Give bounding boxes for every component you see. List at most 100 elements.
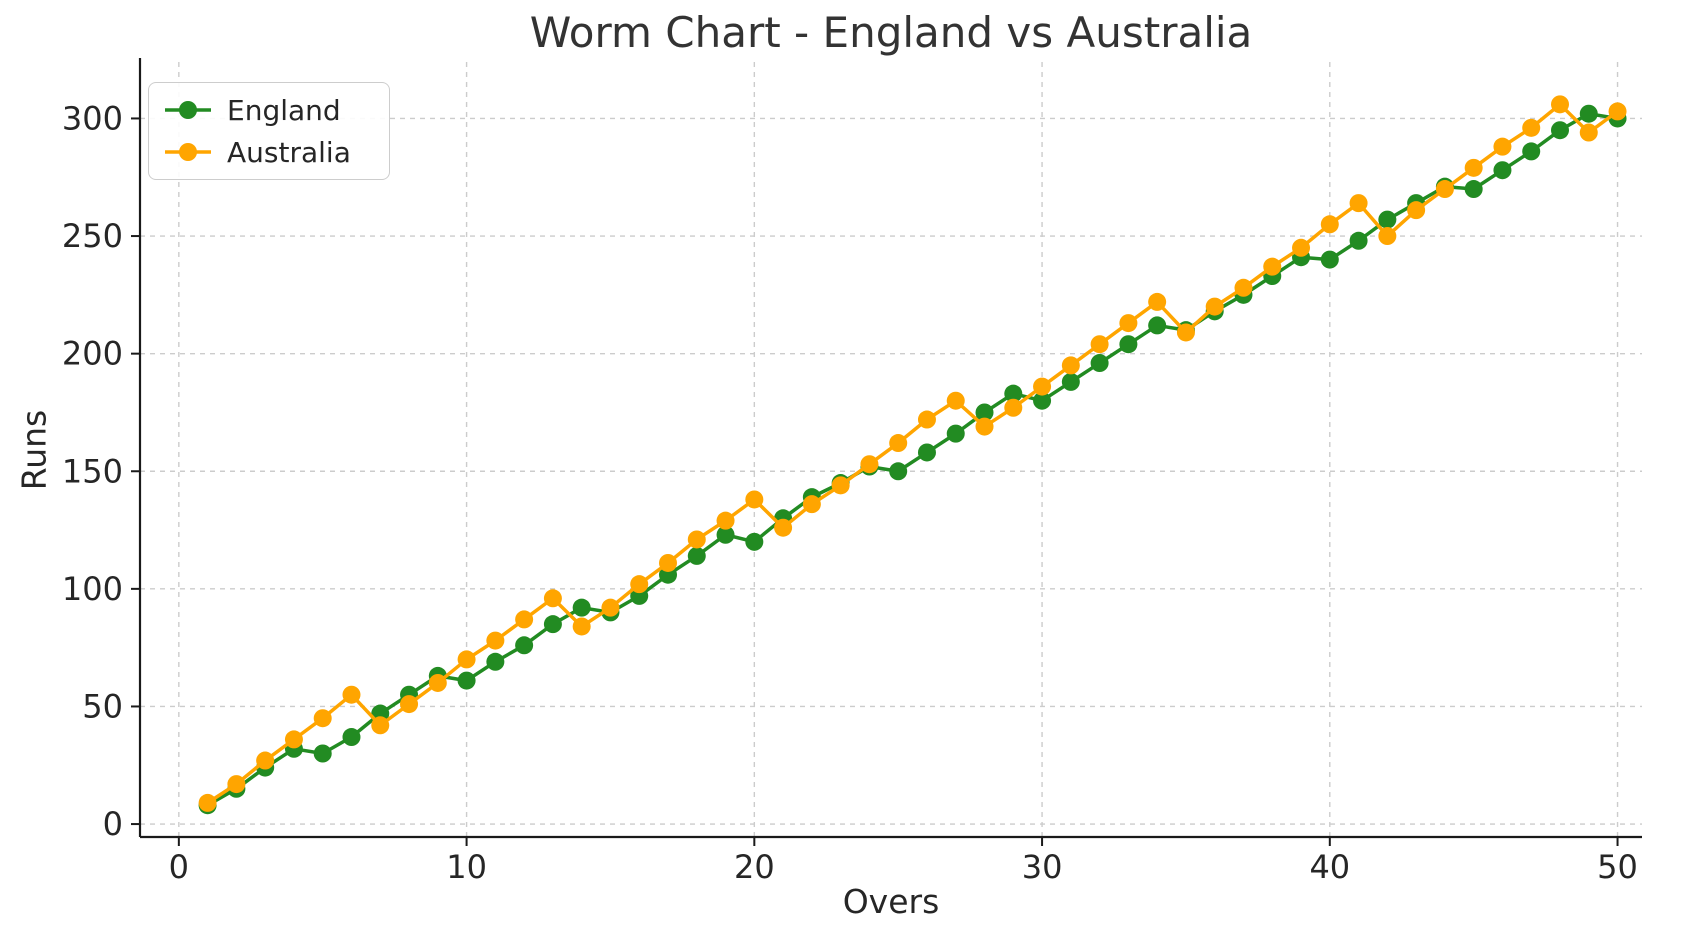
australia-marker (601, 598, 620, 617)
england-marker (716, 525, 735, 544)
y-tick-label: 300 (62, 99, 123, 137)
australia-marker (284, 730, 303, 749)
x-tick-label: 20 (734, 848, 775, 886)
australia-marker (1205, 297, 1224, 316)
australia-marker (687, 530, 706, 549)
legend-item-england: England (163, 91, 375, 129)
australia-marker (1550, 95, 1569, 114)
x-tick-label: 0 (169, 848, 189, 886)
england-marker (889, 462, 908, 481)
england-marker (1090, 354, 1109, 373)
england-marker (572, 598, 591, 617)
england-marker (342, 728, 361, 747)
australia-marker (946, 391, 965, 410)
australia-marker (543, 589, 562, 608)
australia-line-marker-icon (165, 143, 211, 161)
australia-marker (917, 410, 936, 429)
australia-marker (1349, 194, 1368, 213)
england-marker (486, 652, 505, 671)
australia-marker (831, 476, 850, 495)
england-marker (313, 744, 332, 763)
england-marker (975, 403, 994, 422)
australia-marker (1407, 201, 1426, 220)
england-line-marker-icon (165, 101, 211, 119)
australia-marker (1061, 356, 1080, 375)
australia-marker (1033, 377, 1052, 396)
australia-marker (1522, 118, 1541, 137)
australia-marker (1119, 314, 1138, 333)
england-marker (1464, 180, 1483, 199)
y-tick-label: 50 (82, 687, 123, 725)
australia-marker (659, 553, 678, 572)
australia-marker (975, 417, 994, 436)
england-marker (515, 636, 534, 655)
australia-marker (1234, 278, 1253, 297)
australia-marker (486, 631, 505, 650)
england-marker (946, 424, 965, 443)
australia-marker (1148, 292, 1167, 311)
y-tick-label: 150 (62, 452, 123, 490)
x-tick-label: 30 (1022, 848, 1063, 886)
australia-marker (1004, 398, 1023, 417)
legend: England Australia (148, 82, 390, 180)
england-marker (1579, 104, 1598, 123)
australia-marker (630, 575, 649, 594)
x-tick-label: 40 (1309, 848, 1350, 886)
england-marker (1349, 231, 1368, 250)
england-marker (1148, 316, 1167, 335)
australia-marker (313, 709, 332, 728)
australia-marker (227, 775, 246, 794)
australia-marker (860, 455, 879, 474)
england-marker (687, 546, 706, 565)
australia-marker (572, 617, 591, 636)
australia-marker (1263, 257, 1282, 276)
england-marker (917, 443, 936, 462)
england-marker (1522, 142, 1541, 161)
australia-marker (457, 650, 476, 669)
australia-marker (1579, 123, 1598, 142)
y-tick-label: 100 (62, 570, 123, 608)
y-axis-label: Runs (14, 409, 54, 491)
australia-marker (1493, 137, 1512, 156)
legend-label-england: England (227, 93, 341, 127)
legend-item-australia: Australia (163, 133, 375, 171)
australia-marker (1435, 180, 1454, 199)
england-marker (1004, 384, 1023, 403)
england-marker (745, 532, 764, 551)
australia-marker (400, 695, 419, 714)
england-marker (1320, 250, 1339, 269)
england-marker (1061, 372, 1080, 391)
australia-marker (428, 673, 447, 692)
legend-label-australia: Australia (227, 135, 351, 169)
x-tick-label: 50 (1597, 848, 1638, 886)
england-marker (1033, 391, 1052, 410)
australia-marker (1090, 335, 1109, 354)
australia-marker (515, 610, 534, 629)
chart-title: Worm Chart - England vs Australia (529, 8, 1253, 57)
australia-marker (745, 490, 764, 509)
england-marker (457, 671, 476, 690)
australia-marker (802, 495, 821, 514)
australia-marker (1378, 227, 1397, 246)
y-tick-label: 0 (103, 805, 123, 843)
australia-marker (1292, 238, 1311, 257)
australia-marker (716, 511, 735, 530)
australia-marker (1464, 158, 1483, 177)
australia-marker (1608, 102, 1627, 121)
australia-marker (1320, 215, 1339, 234)
australia-marker (889, 434, 908, 453)
england-marker (1119, 335, 1138, 354)
x-axis-label: Overs (842, 882, 940, 921)
australia-marker (1176, 323, 1195, 342)
australia-marker (371, 716, 390, 735)
y-tick-label: 250 (62, 217, 123, 255)
y-tick-label: 200 (62, 335, 123, 373)
england-marker (1378, 210, 1397, 229)
australia-marker (198, 793, 217, 812)
england-marker (1550, 121, 1569, 140)
england-marker (1493, 161, 1512, 180)
england-marker (543, 615, 562, 634)
australia-marker (256, 751, 275, 770)
